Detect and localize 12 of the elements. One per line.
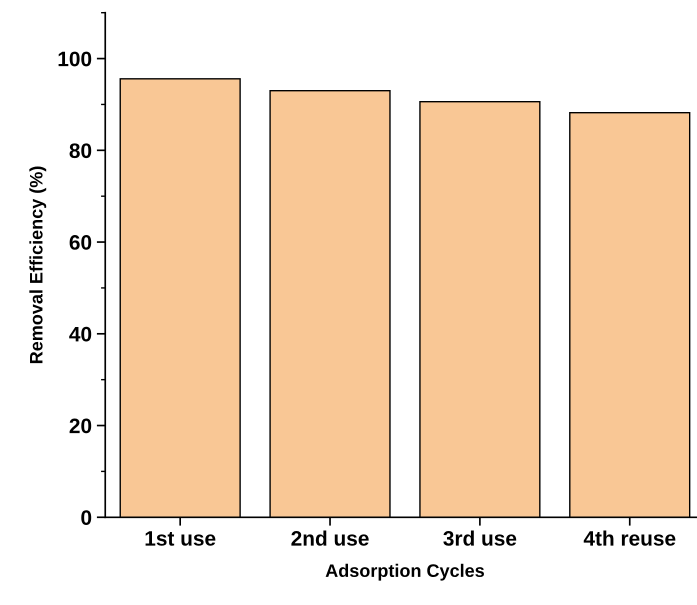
y-tick-label: 0 xyxy=(81,510,92,526)
y-tick-label: 100 xyxy=(58,52,92,66)
x-tick-label: 4th reuse xyxy=(584,530,676,546)
y-axis-title: Removal Efficiency (%) xyxy=(29,166,46,364)
y-tick-label: 80 xyxy=(70,143,92,158)
y-tick-label: 20 xyxy=(70,418,92,434)
y-tick-label: 40 xyxy=(69,326,92,342)
x-tick-label: 1st use xyxy=(146,531,216,546)
x-tick-label: 2nd use xyxy=(291,530,369,546)
x-axis-title: Adsorption Cycles xyxy=(326,564,484,581)
y-tick-label: 60 xyxy=(70,235,92,250)
x-tick-label: 3rd use xyxy=(443,530,516,546)
